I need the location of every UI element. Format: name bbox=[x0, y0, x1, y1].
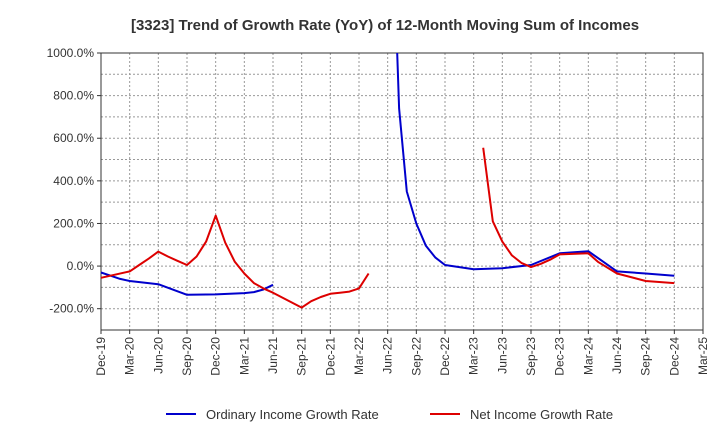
x-tick-label: Dec-23 bbox=[553, 337, 567, 376]
x-tick-label: Mar-24 bbox=[581, 337, 595, 375]
x-tick-label: Sep-23 bbox=[524, 337, 538, 376]
x-tick-label: Dec-20 bbox=[209, 337, 223, 376]
legend-label: Ordinary Income Growth Rate bbox=[206, 407, 379, 422]
x-tick-label: Jun-24 bbox=[610, 337, 624, 374]
x-tick-label: Jun-23 bbox=[495, 337, 509, 374]
plot-area bbox=[100, 52, 704, 331]
chart-title: [3323] Trend of Growth Rate (YoY) of 12-… bbox=[131, 17, 639, 34]
legend: Ordinary Income Growth Rate Net Income Gr… bbox=[166, 407, 613, 422]
x-tick-label: Sep-21 bbox=[295, 337, 309, 376]
x-tick-label: Jun-21 bbox=[266, 337, 280, 374]
x-tick-label: Dec-24 bbox=[667, 337, 681, 376]
x-tick-label: Mar-25 bbox=[696, 337, 710, 375]
x-tick-label: Mar-20 bbox=[123, 337, 137, 375]
x-tick-label: Sep-24 bbox=[639, 337, 653, 376]
x-tick-label: Jun-20 bbox=[151, 337, 165, 374]
x-tick-label: Mar-22 bbox=[352, 337, 366, 375]
y-tick-label: 600.0% bbox=[53, 131, 94, 145]
x-tick-label: Dec-21 bbox=[323, 337, 337, 376]
x-tick-label: Dec-19 bbox=[94, 337, 108, 376]
x-tick-label: Jun-22 bbox=[381, 337, 395, 374]
x-tick-label: Dec-22 bbox=[438, 337, 452, 376]
y-tick-label: 200.0% bbox=[53, 216, 94, 230]
x-tick-label: Mar-23 bbox=[467, 337, 481, 375]
y-tick-label: 0.0% bbox=[67, 259, 95, 273]
y-tick-label: -200.0% bbox=[49, 302, 94, 316]
series-line-ordinary-income-segment-2 bbox=[396, 52, 675, 277]
series-line-net-income-segment-2 bbox=[482, 147, 675, 285]
x-tick-label: Mar-21 bbox=[237, 337, 251, 375]
y-tick-label: 800.0% bbox=[53, 89, 94, 103]
series-line-net-income-segment-1 bbox=[100, 214, 370, 309]
x-axis-ticks: Dec-19 Mar-20 Jun-20 Sep-20 Dec-20 Mar-21 Jun-… bbox=[94, 330, 710, 376]
y-tick-label: 1000.0% bbox=[47, 46, 95, 60]
x-tick-label: Sep-20 bbox=[180, 337, 194, 376]
y-tick-label: 400.0% bbox=[53, 174, 94, 188]
series-line-ordinary-income-segment-1 bbox=[100, 271, 274, 296]
x-tick-label: Sep-22 bbox=[409, 337, 423, 376]
series-lines bbox=[100, 52, 675, 309]
legend-label: Net Income Growth Rate bbox=[470, 407, 613, 422]
y-axis-ticks: 1000.0% 800.0% 600.0% 400.0% 200.0% 0.0% -200.… bbox=[47, 46, 101, 316]
grid-lines bbox=[100, 53, 704, 330]
